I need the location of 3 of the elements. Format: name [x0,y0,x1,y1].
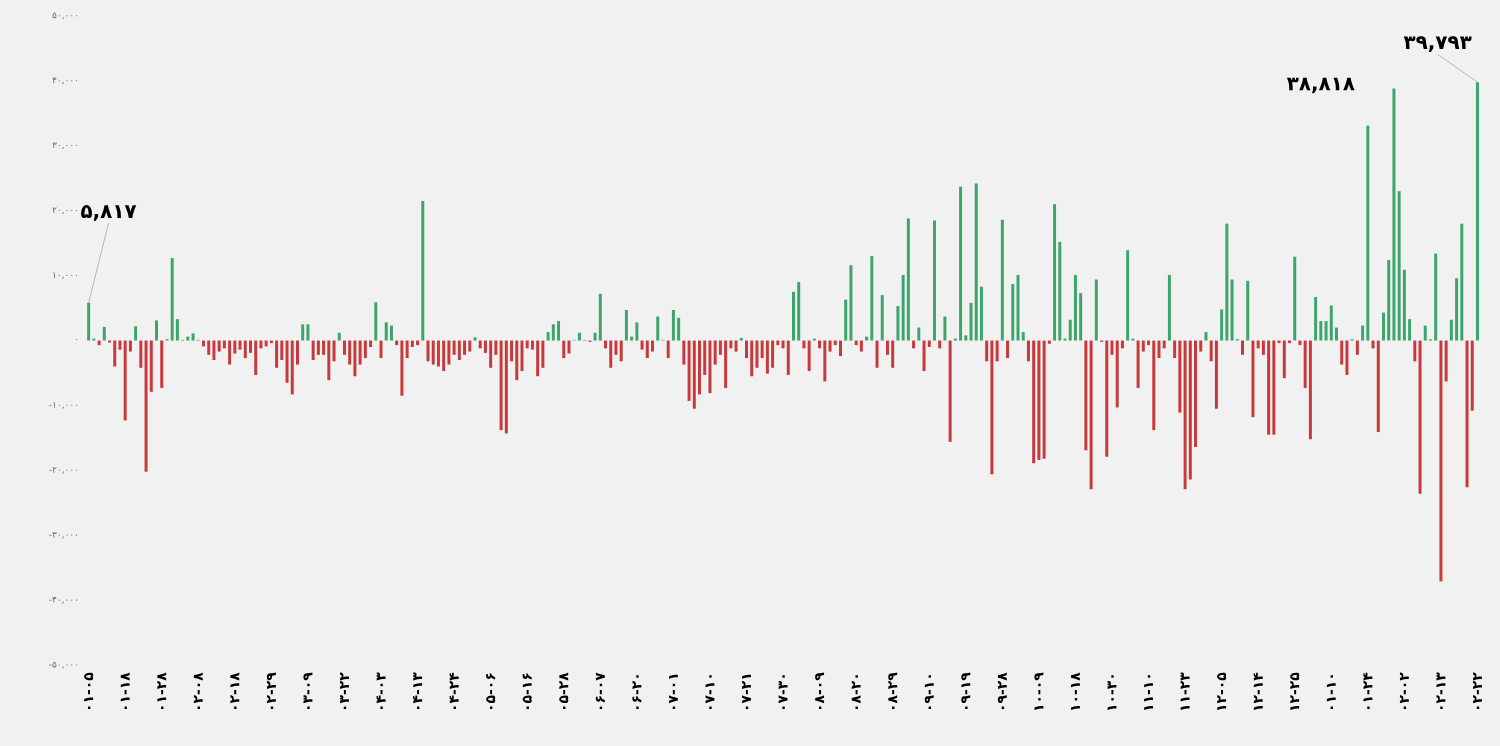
annotation: ۳۹,۷۹۳ [1403,35,1472,52]
annotation: ۳۸,۸۱۸ [1286,77,1355,93]
annotation: ۵,۸۱۷ [81,204,137,221]
